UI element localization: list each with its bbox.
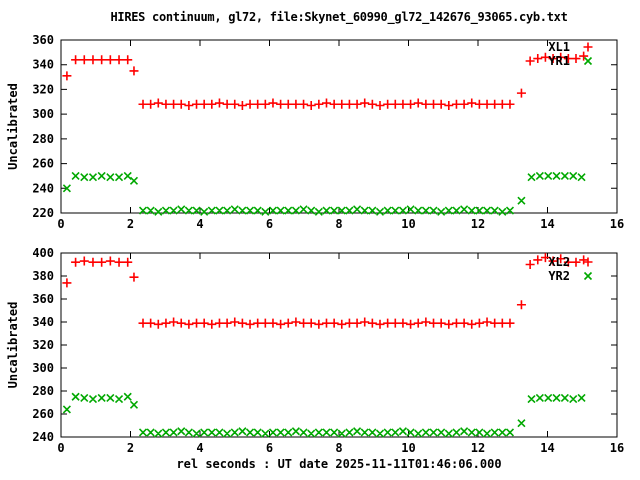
- axis-ticks: [60, 39, 618, 214]
- y-tick-label: 340: [32, 58, 54, 72]
- x-axis-label: rel seconds : UT date 2025-11-11T01:46:0…: [176, 457, 502, 471]
- y-axis-label: Uncalibrated: [6, 302, 20, 389]
- y-tick-label: 280: [32, 132, 54, 146]
- panel-0: 0 2 4 6 8 10 12 14 16 220 240 260 280 300 320 340 360 Unc…: [6, 33, 624, 231]
- y-tick-label: 400: [32, 246, 54, 260]
- x-tick-label: 4: [196, 217, 203, 231]
- x-tick-label: 14: [540, 217, 554, 231]
- x-tick-label: 10: [401, 441, 415, 455]
- plot-border: [60, 252, 618, 438]
- x-tick-label: 0: [57, 217, 64, 231]
- x-tick-label: 10: [401, 217, 415, 231]
- y-tick-label: 360: [32, 292, 54, 306]
- plot-border: [60, 39, 618, 214]
- y-tick-label: 280: [32, 384, 54, 398]
- x-tick-label: 12: [471, 217, 485, 231]
- series-XL1-points: [62, 51, 589, 110]
- y-tick-label: 300: [32, 107, 54, 121]
- y-tick-label: 300: [32, 361, 54, 375]
- legend-label-YR2: YR2: [548, 269, 570, 283]
- x-tick-label: 16: [610, 441, 624, 455]
- panel-1: 0 2 4 6 8 10 12 14 16 240 260 280 300 320 340 360 380 400…: [6, 246, 624, 455]
- series-XL2-points: [62, 253, 589, 329]
- legend-marker-YR1: [583, 56, 593, 66]
- y-tick-label: 240: [32, 181, 54, 195]
- y-tick-label: 320: [32, 82, 54, 96]
- x-tick-label: 2: [127, 441, 134, 455]
- y-tick-label: 220: [32, 206, 54, 220]
- chart-title: HIRES continuum, gl72, file:Skynet_60990…: [110, 10, 568, 24]
- x-tick-label: 2: [127, 217, 134, 231]
- y-tick-label: 260: [32, 407, 54, 421]
- x-tick-label: 12: [471, 441, 485, 455]
- legend-marker-XL2: [583, 257, 593, 267]
- x-tick-label: 14: [540, 441, 554, 455]
- y-tick-label: 340: [32, 315, 54, 329]
- y-tick-label: 260: [32, 157, 54, 171]
- x-tick-label: 8: [335, 217, 342, 231]
- x-tick-label: 6: [266, 441, 273, 455]
- y-tick-label: 320: [32, 338, 54, 352]
- y-tick-label: 380: [32, 269, 54, 283]
- legend-label-XL2: XL2: [548, 255, 570, 269]
- x-tick-label: 8: [335, 441, 342, 455]
- x-tick-label: 0: [57, 441, 64, 455]
- y-axis-label: Uncalibrated: [6, 83, 20, 170]
- legend-label-XL1: XL1: [548, 40, 570, 54]
- x-tick-label: 6: [266, 217, 273, 231]
- series-YR1-points: [62, 171, 586, 216]
- legend-marker-XL1: [583, 42, 593, 52]
- y-tick-label: 360: [32, 33, 54, 47]
- axis-ticks: [60, 252, 618, 438]
- x-tick-label: 16: [610, 217, 624, 231]
- series-YR2-points: [62, 392, 586, 438]
- legend-label-YR1: YR1: [548, 54, 570, 68]
- legend-marker-YR2: [583, 271, 593, 281]
- y-tick-label: 240: [32, 430, 54, 444]
- x-tick-label: 4: [196, 441, 203, 455]
